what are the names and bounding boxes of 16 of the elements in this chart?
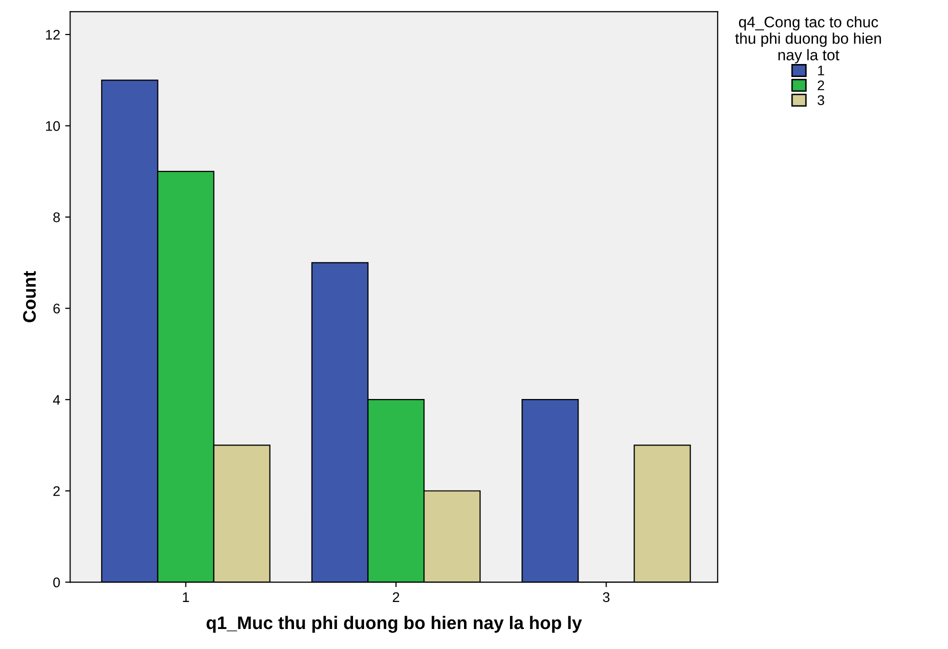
y-tick-label: 10	[46, 121, 60, 131]
y-tick-label: 2	[53, 486, 60, 496]
x-axis-title: q1_Muc thu phi duong bo hien nay la hop ly	[206, 616, 582, 633]
legend-label: 2	[818, 80, 824, 90]
y-tick-label: 6	[53, 304, 60, 314]
y-tick-label: 12	[46, 30, 60, 40]
y-axis-title: Count	[23, 271, 36, 322]
x-tick-label: 3	[602, 592, 610, 602]
x-tick-label: 1	[182, 592, 189, 602]
y-tick-label: 4	[53, 395, 60, 405]
y-tick-label: 8	[53, 212, 60, 222]
y-tick-label: 0	[53, 577, 60, 588]
legend-label: 3	[818, 95, 824, 106]
legend-label: 1	[818, 66, 824, 76]
x-tick-label: 2	[392, 592, 400, 602]
legend-title: q4_Cong tac to chuc thu phi duong bo hien nay la tot	[735, 16, 881, 64]
